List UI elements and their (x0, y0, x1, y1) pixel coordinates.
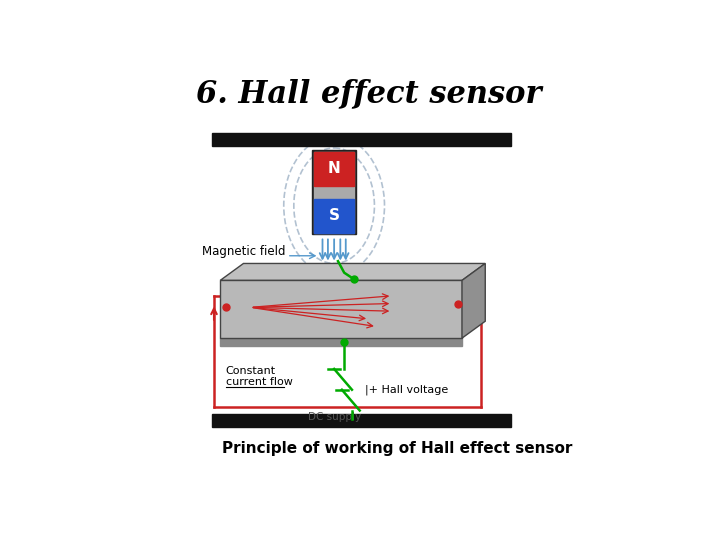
Text: DC supply: DC supply (307, 411, 361, 422)
Bar (314, 199, 354, 233)
Text: Principle of working of Hall effect sensor: Principle of working of Hall effect sens… (222, 441, 572, 456)
Bar (212, 414, 510, 428)
Text: |+ Hall voltage: |+ Hall voltage (365, 384, 449, 395)
Bar (212, 132, 510, 146)
Polygon shape (462, 264, 485, 338)
Text: Magnetic field: Magnetic field (202, 245, 285, 259)
Bar (220, 338, 462, 346)
Text: 6. Hall effect sensor: 6. Hall effect sensor (196, 78, 542, 110)
Text: S: S (328, 208, 340, 223)
Polygon shape (220, 280, 462, 338)
Text: N: N (328, 161, 341, 176)
Text: Constant
current flow: Constant current flow (225, 366, 292, 388)
Bar (314, 152, 354, 186)
Bar (312, 150, 356, 234)
Polygon shape (220, 264, 485, 280)
Bar (314, 152, 354, 233)
